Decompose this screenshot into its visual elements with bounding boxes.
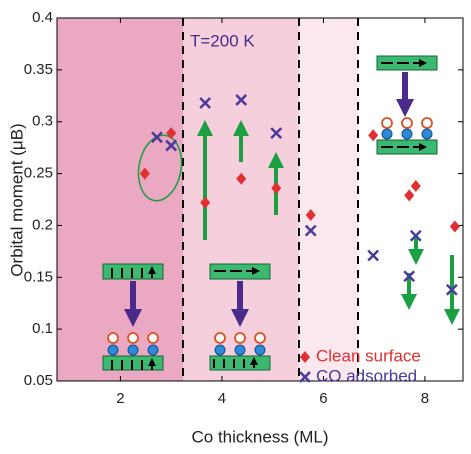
region [183, 18, 299, 381]
legend-label: CO adsorbed [316, 366, 417, 385]
point [166, 127, 177, 140]
y-tick-label: 0.2 [32, 216, 53, 233]
x-tick-label: 8 [421, 390, 429, 407]
y-tick-label: 0.35 [24, 61, 53, 78]
y-tick-label: 0.3 [32, 113, 53, 130]
y-tick-label: 0.25 [24, 165, 53, 182]
point [404, 189, 415, 202]
point [139, 167, 150, 180]
x-tick-label: 2 [116, 390, 124, 407]
y-tick-label: 0.05 [24, 372, 53, 389]
region [299, 18, 358, 381]
point [410, 180, 421, 193]
y-axis-label: Orbital moment (μB) [7, 123, 26, 276]
ellipse [137, 134, 183, 202]
y-tick-label: 0.4 [32, 9, 53, 26]
point [151, 131, 163, 144]
point [165, 139, 178, 152]
y-tick-label: 0.15 [24, 268, 53, 285]
point [305, 209, 316, 222]
point [368, 129, 379, 142]
legend-marker [299, 371, 311, 383]
x-tick-label: 4 [218, 390, 226, 407]
point [200, 196, 211, 209]
annotation: T=200 K [190, 31, 255, 50]
point [235, 94, 248, 106]
point [449, 220, 460, 233]
point [304, 224, 317, 237]
point [403, 270, 416, 283]
y-tick-label: 0.1 [32, 320, 53, 337]
point [445, 283, 458, 296]
point [271, 182, 282, 195]
point [270, 127, 283, 140]
point [199, 97, 212, 109]
point [236, 172, 247, 185]
point [409, 229, 422, 242]
legend-label: Clean surface [316, 346, 421, 365]
plot-frame [56, 17, 464, 382]
legend-marker [300, 351, 310, 363]
point [367, 249, 380, 262]
x-tick-label: 6 [319, 390, 327, 407]
x-axis-label: Co thickness (ML) [192, 427, 329, 446]
